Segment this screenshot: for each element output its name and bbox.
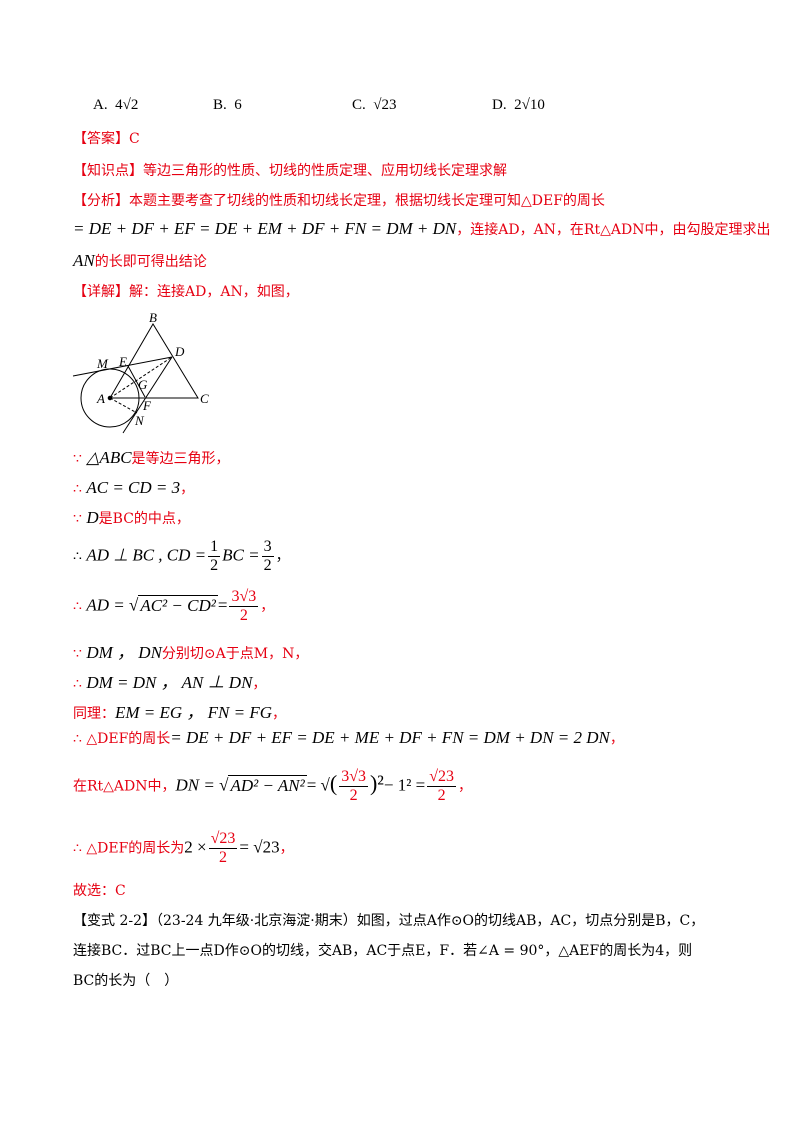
step-8: 同理：EM = EG ， FN = FG， [73, 703, 287, 722]
label-m: M [96, 356, 109, 371]
detail: 【详解】解：连接AD，AN，如图， [73, 284, 299, 300]
step-10: 在Rt△ADN中，DN = √ AD² − AN² = √(3√3 2)²− 1² =… [73, 768, 472, 804]
step-11: ∴ △DEF的周长为2 × √23 2 = √23， [73, 830, 294, 866]
answer: 【答案】C [73, 131, 140, 147]
conclusion: 故选：C [73, 883, 126, 899]
step-4: ∴ AD ⊥ BC , CD = 1 2 BC = 3 2， [73, 538, 290, 574]
geometry-figure: B M E D G A F C N [72, 310, 209, 434]
option-b: B. 6 [213, 97, 242, 113]
label-d: D [174, 344, 185, 359]
next-problem-line2: 连接BC．过BC上一点D作⊙O的切线，交AB，AC于点E，F．若∠A = 90°… [73, 943, 693, 959]
analysis-line2: = DE + DF + EF = DE + EM + DF + FN = DM … [73, 219, 771, 238]
step-5: ∴ AD = √ AC² − CD² = 3√3 2， [73, 588, 275, 624]
label-e: E [118, 354, 127, 369]
point-a [107, 395, 113, 401]
option-a: A. 4√2 [93, 97, 139, 113]
label-c: C [200, 391, 209, 406]
triangle-abc [109, 323, 199, 399]
option-c: C. √23 [352, 97, 397, 113]
step-2: ∴ AC = CD = 3， [73, 478, 195, 497]
tangent-dn [122, 356, 173, 434]
step-1: ∵ △ABC是等边三角形， [73, 448, 230, 467]
tangent-dm [72, 356, 173, 377]
label-f: F [142, 398, 152, 413]
step-9: ∴ △DEF的周长= DE + DF + EF = DE + ME + DF +… [73, 728, 624, 747]
option-d: D. 2√10 [492, 97, 545, 113]
label-b: B [149, 310, 157, 325]
step-7: ∴ DM = DN ， AN ⊥ DN， [73, 673, 267, 692]
step-3: ∵ D是BC的中点， [73, 508, 190, 527]
analysis-line3: AN的长即可得出结论 [73, 251, 207, 270]
analysis: 【分析】本题主要考查了切线的性质和切线长定理，根据切线长定理可知△DEF的周长 [73, 193, 605, 209]
label-n: N [134, 413, 145, 428]
next-problem-line3: BC的长为（ ） [73, 973, 179, 989]
label-g: G [138, 377, 148, 392]
segment-an [109, 397, 138, 414]
step-6: ∵ DM ， DN分别切⊙A于点M，N， [73, 643, 309, 662]
knowledge-points: 【知识点】等边三角形的性质、切线的性质定理、应用切线长定理求解 [73, 163, 507, 179]
label-a: A [96, 391, 105, 406]
next-problem-line1: 【变式 2-2】（23-24 九年级·北京海淀·期末）如图，过点A作⊙O的切线A… [73, 913, 705, 929]
segment-ad [109, 356, 173, 399]
segment-ef [127, 365, 146, 398]
